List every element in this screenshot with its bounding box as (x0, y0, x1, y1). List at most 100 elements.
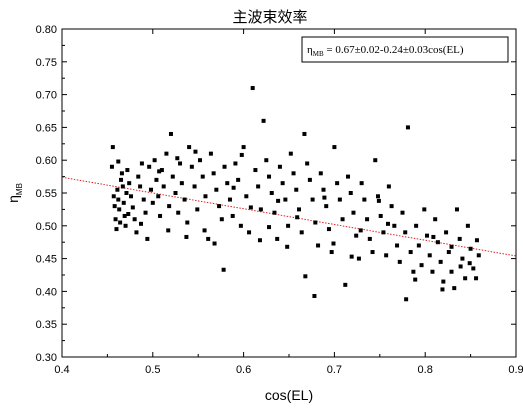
data-point (193, 149, 198, 154)
data-point (349, 254, 354, 259)
data-point (386, 184, 391, 189)
data-point (267, 174, 272, 179)
data-point (324, 204, 329, 209)
data-point (138, 184, 143, 189)
data-point (192, 184, 197, 189)
legend-subscript: MB (313, 50, 324, 58)
data-point (139, 161, 144, 166)
data-point (167, 204, 172, 209)
x-axis: 0.4 0.5 0.6 0.7 0.8 0.9 (54, 29, 523, 376)
legend-equation: = 0.67±0.02-0.24±0.03cos(EL) (324, 44, 464, 56)
data-point (114, 227, 119, 232)
data-point (147, 164, 152, 169)
y-tick-label: 0.65 (36, 122, 57, 134)
x-tick-label: 0.9 (508, 364, 523, 376)
data-point (198, 158, 203, 163)
data-point (115, 187, 120, 192)
data-point (430, 269, 435, 274)
data-point (286, 223, 291, 228)
data-point (413, 277, 418, 282)
y-axis-label-symbol: η (5, 195, 21, 203)
data-point (449, 244, 454, 249)
x-axis-label: cos(EL) (265, 387, 313, 403)
data-point (296, 207, 301, 212)
data-point (222, 164, 227, 169)
data-point (170, 174, 175, 179)
data-point (129, 194, 134, 199)
data-point (231, 185, 236, 190)
data-point (158, 213, 163, 218)
data-point (458, 264, 463, 269)
plot-area: 0.30 0.35 0.40 0.45 0.50 0.55 0.60 0.65 0.70 0.75… (36, 24, 523, 376)
data-point (208, 151, 213, 156)
data-point (389, 204, 394, 209)
data-point (452, 286, 457, 291)
legend-box (301, 36, 509, 63)
data-point (241, 145, 246, 150)
data-point (127, 181, 132, 186)
legend: ηMB = 0.67±0.02-0.24±0.03cos(EL) (301, 36, 509, 63)
data-point (116, 159, 121, 164)
plot-frame (61, 28, 517, 358)
data-point (474, 238, 479, 243)
data-point (326, 227, 331, 232)
data-point (175, 156, 180, 161)
data-point (438, 259, 443, 264)
data-point (238, 223, 243, 228)
data-point (322, 195, 327, 200)
x-tick-label: 0.8 (418, 364, 433, 376)
data-point (195, 207, 200, 212)
data-point (200, 174, 205, 179)
data-point (441, 279, 446, 284)
data-point (154, 177, 159, 182)
data-point (367, 236, 372, 241)
data-point (130, 205, 135, 210)
data-point (288, 151, 293, 156)
data-point (178, 161, 183, 166)
data-point (392, 223, 397, 228)
data-point (414, 223, 419, 228)
data-point (125, 168, 130, 173)
data-point (385, 221, 390, 226)
y-tick-label: 0.80 (36, 24, 57, 36)
data-point (182, 197, 187, 202)
data-point (132, 217, 137, 222)
data-point (211, 171, 216, 176)
data-point (370, 250, 375, 255)
svg-text:ηMB: ηMB (5, 183, 24, 203)
data-point (295, 215, 300, 220)
data-point (269, 191, 274, 195)
data-point (397, 259, 402, 264)
data-point (378, 213, 383, 218)
y-tick-label: 0.50 (36, 221, 57, 233)
data-point (465, 223, 470, 228)
data-point (404, 297, 409, 302)
data-point (253, 168, 258, 173)
data-point (221, 267, 226, 272)
data-point (337, 197, 342, 202)
data-point (126, 211, 131, 216)
y-axis: 0.30 0.35 0.40 0.45 0.50 0.55 0.60 0.65 0.70 0.75… (36, 24, 516, 364)
data-point (187, 145, 192, 150)
data-point (277, 164, 282, 169)
data-point (212, 241, 217, 246)
data-point (440, 287, 445, 292)
data-point (250, 86, 255, 91)
data-point (219, 217, 224, 222)
data-point (122, 213, 127, 218)
data-point (318, 171, 323, 176)
y-axis-label-subscript: MB (15, 183, 24, 195)
data-point (227, 197, 232, 202)
data-point (261, 118, 266, 123)
data-point (433, 217, 438, 222)
data-point (166, 228, 171, 233)
data-point (152, 158, 157, 163)
data-point (112, 204, 117, 209)
data-point (123, 223, 128, 228)
data-point (403, 230, 408, 235)
data-point (120, 184, 125, 189)
data-point (233, 161, 238, 166)
data-point (113, 217, 118, 222)
data-point (335, 181, 340, 186)
